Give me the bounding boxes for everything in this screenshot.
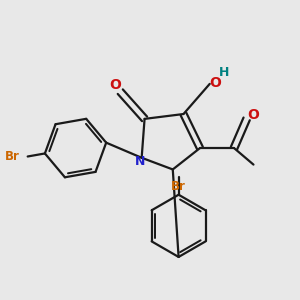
Text: O: O: [110, 78, 121, 92]
Text: Br: Br: [5, 150, 20, 163]
Text: H: H: [219, 66, 230, 79]
Text: N: N: [134, 155, 145, 168]
Text: O: O: [210, 76, 221, 90]
Text: Br: Br: [171, 180, 186, 193]
Text: O: O: [248, 108, 260, 122]
